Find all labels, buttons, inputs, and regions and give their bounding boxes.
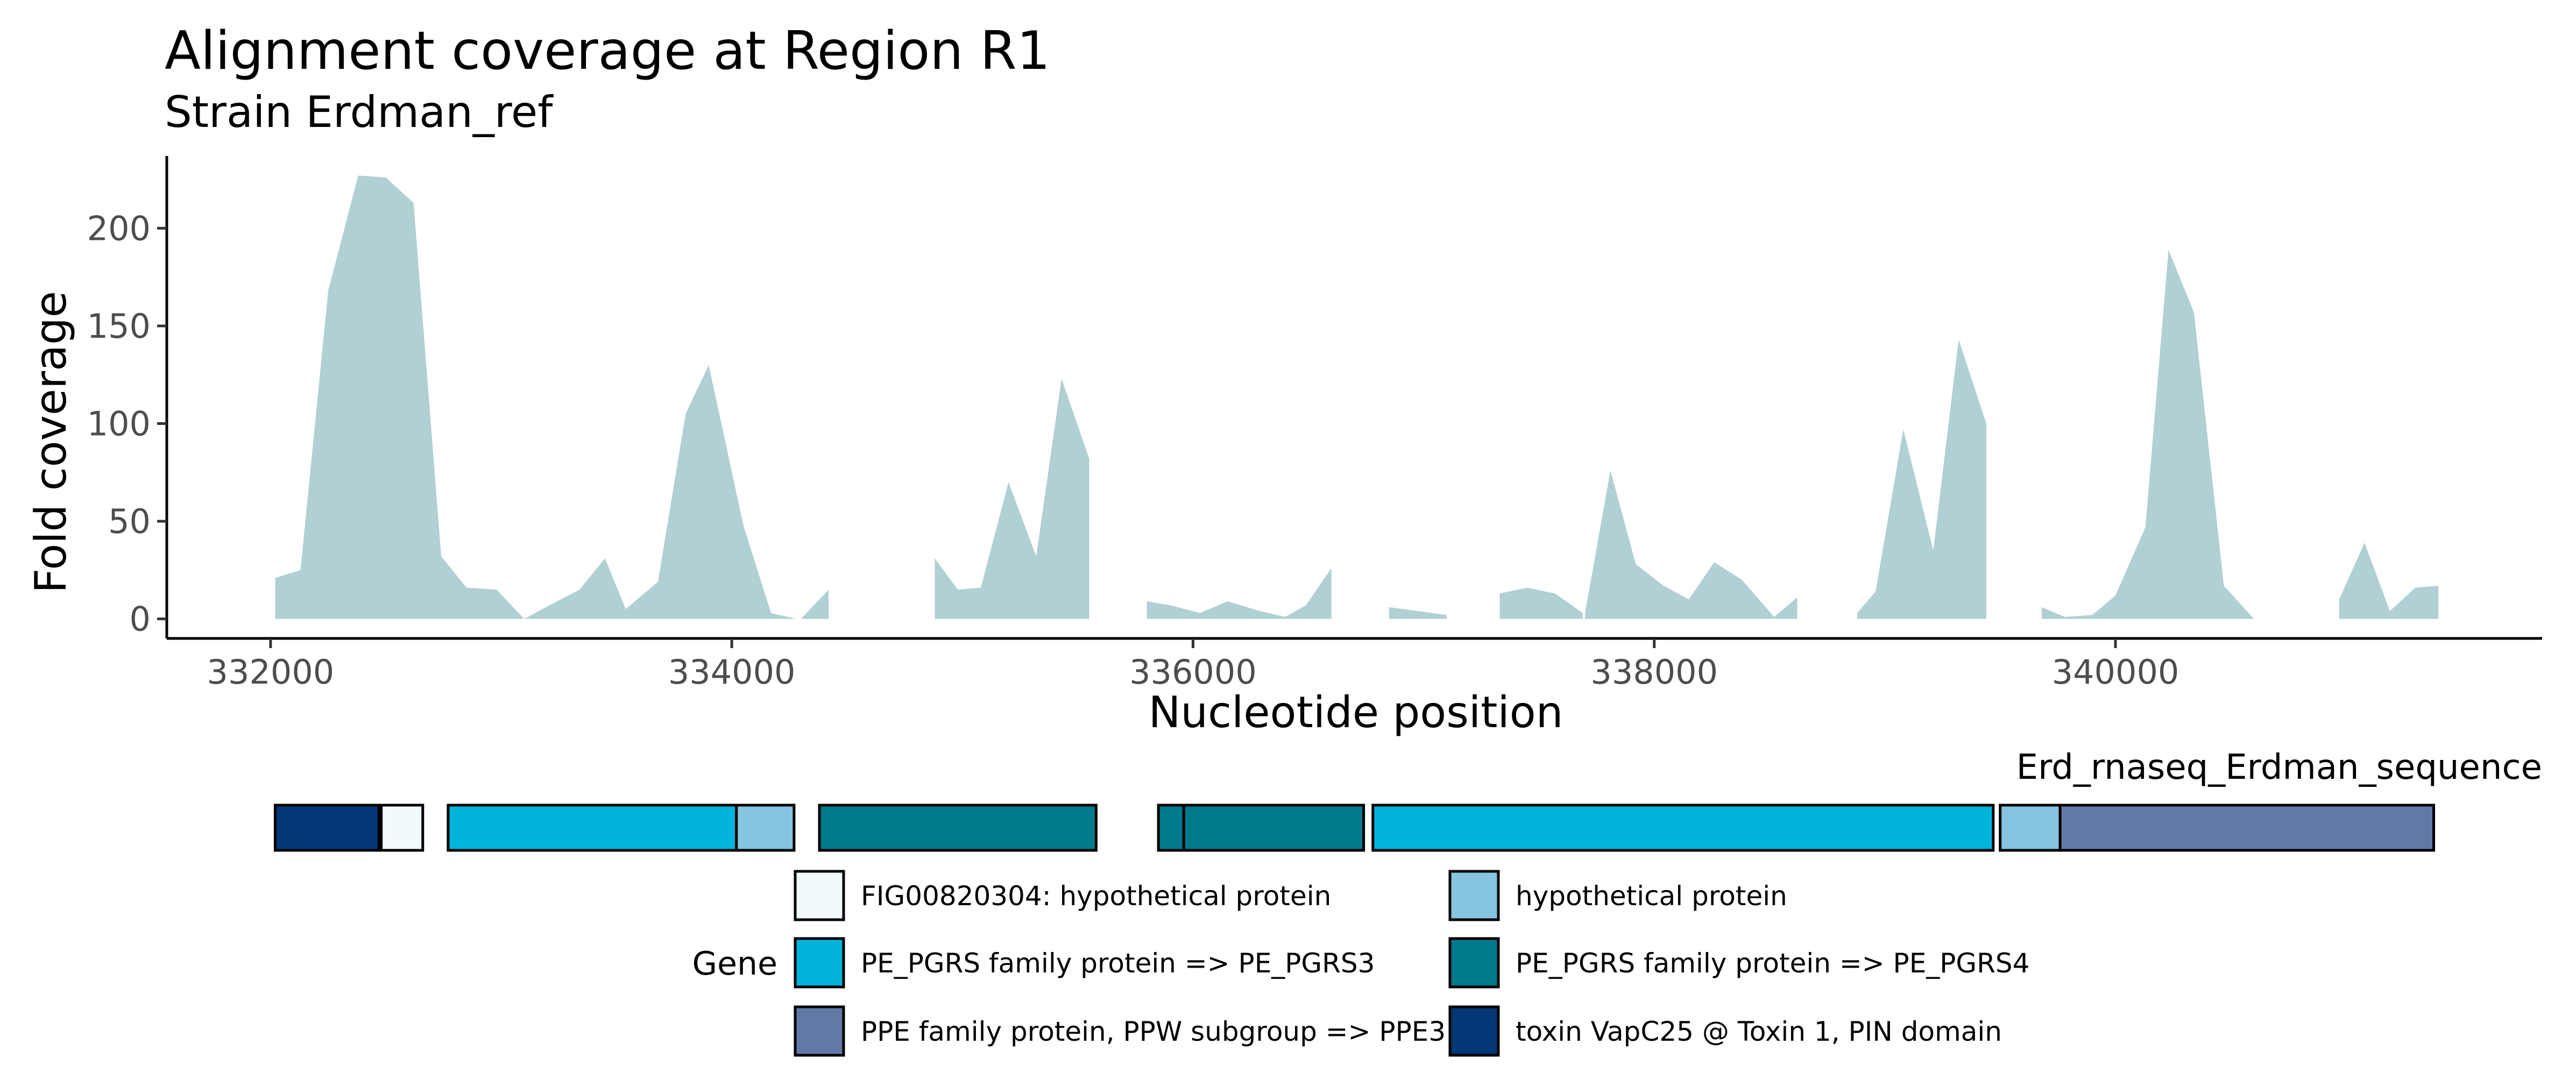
coverage-area-9 (1774, 597, 1797, 619)
coverage-area-10 (1857, 339, 1986, 619)
y-tick-label: 50 (108, 502, 151, 541)
gene-block (1182, 804, 1365, 852)
legend-swatch (1448, 937, 1500, 989)
legend-label: PPE family protein, PPW subgroup => PPE3 (861, 1016, 1446, 1047)
x-tick-label: 334000 (668, 652, 796, 692)
y-tick-label: 100 (87, 404, 151, 444)
legend-label: FIG00820304: hypothetical protein (861, 880, 1331, 912)
y-tick-label: 200 (87, 209, 151, 248)
legend-swatch (794, 937, 845, 989)
gene-block (1371, 804, 1995, 852)
legend-swatch (794, 1005, 845, 1057)
x-tick-label: 332000 (207, 652, 335, 692)
coverage-area-8 (1585, 470, 1774, 619)
x-tick-label: 338000 (1590, 652, 1718, 692)
legend-swatch (1448, 1005, 1500, 1057)
chart-subtitle: Strain Erdman_ref (165, 87, 554, 137)
gene-block (1157, 804, 1185, 852)
gene-legend: FIG00820304: hypothetical protein hypothe… (794, 870, 2029, 1057)
coverage-area-1 (275, 175, 525, 619)
legend-label: PE_PGRS family protein => PE_PGRS3 (861, 948, 1375, 979)
y-tick-label: 150 (87, 307, 151, 346)
coverage-area-12 (2339, 543, 2439, 619)
gene-track-label: Erd_rnaseq_Erdman_sequence (2016, 748, 2542, 787)
gene-block (2058, 804, 2436, 852)
legend-title: Gene (692, 945, 777, 983)
y-tick-label: 0 (130, 600, 151, 639)
plot-area (275, 175, 2439, 619)
legend-label: PE_PGRS family protein => PE_PGRS4 (1516, 948, 2029, 979)
coverage-area-6 (1389, 607, 1447, 619)
legend-label: hypothetical protein (1516, 880, 1787, 912)
coverage-area-3 (801, 589, 829, 619)
gene-block (447, 804, 738, 852)
legend-swatch (1448, 870, 1500, 921)
coverage-area-7 (1499, 587, 1583, 619)
x-axis-label: Nucleotide position (1149, 687, 1563, 737)
axes: 0 50 100 150 200 332000 334000 336000 338000 3400… (87, 156, 2542, 692)
gene-block (1999, 804, 2062, 852)
gene-block (273, 804, 380, 852)
coverage-area-5 (1147, 568, 1332, 619)
coverage-area-2 (524, 365, 797, 619)
y-axis-label: Fold coverage (26, 291, 76, 593)
x-tick-label: 340000 (2052, 652, 2179, 692)
coverage-area-11 (2041, 250, 2254, 619)
legend-swatch (794, 870, 845, 921)
gene-track (273, 804, 2436, 852)
gene-block (818, 804, 1098, 852)
legend-label: toxin VapC25 @ Toxin 1, PIN domain (1516, 1016, 2002, 1047)
chart-title: Alignment coverage at Region R1 (165, 20, 1050, 82)
gene-block (735, 804, 796, 852)
x-tick-label: 336000 (1129, 652, 1257, 692)
coverage-area-4 (935, 379, 1089, 619)
gene-block (380, 804, 424, 852)
